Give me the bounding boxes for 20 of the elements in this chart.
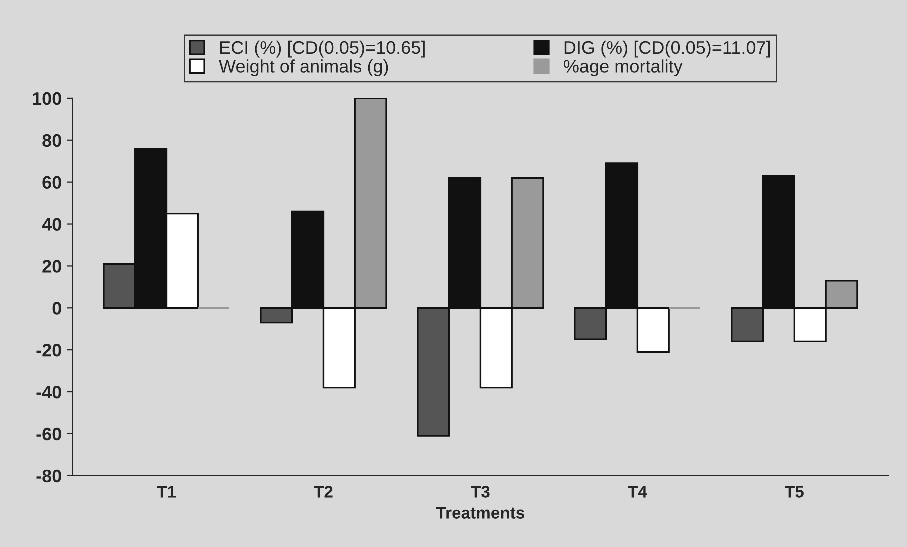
y-tick-label: 40 — [42, 218, 62, 231]
x-tick-label: T1 — [157, 486, 176, 498]
legend-label: %age mortality — [564, 60, 683, 76]
x-tick-label: T4 — [628, 486, 648, 498]
x-tick-label: T2 — [314, 486, 333, 498]
y-tick-label: -40 — [36, 386, 62, 399]
x-axis-title: Treatments — [436, 507, 524, 519]
x-tick-label: T5 — [785, 486, 804, 498]
y-tick-label: -60 — [36, 428, 62, 441]
legend-label: DIG (%) [CD(0.05)=11.07] — [564, 40, 770, 58]
y-tick-label: 80 — [42, 134, 62, 148]
y-tick-label: 60 — [42, 176, 62, 190]
y-tick-label: -80 — [36, 470, 62, 483]
y-tick-label: 100 — [33, 92, 62, 106]
y-tick-label: 20 — [42, 260, 62, 273]
y-tick-label: 0 — [52, 302, 62, 315]
legend-label: ECI (%) [CD(0.05)=10.65] — [220, 40, 425, 58]
legend-label: Weight of animals (g) — [219, 60, 388, 76]
y-tick-label: -20 — [36, 344, 62, 357]
x-tick-label: T3 — [471, 486, 490, 498]
